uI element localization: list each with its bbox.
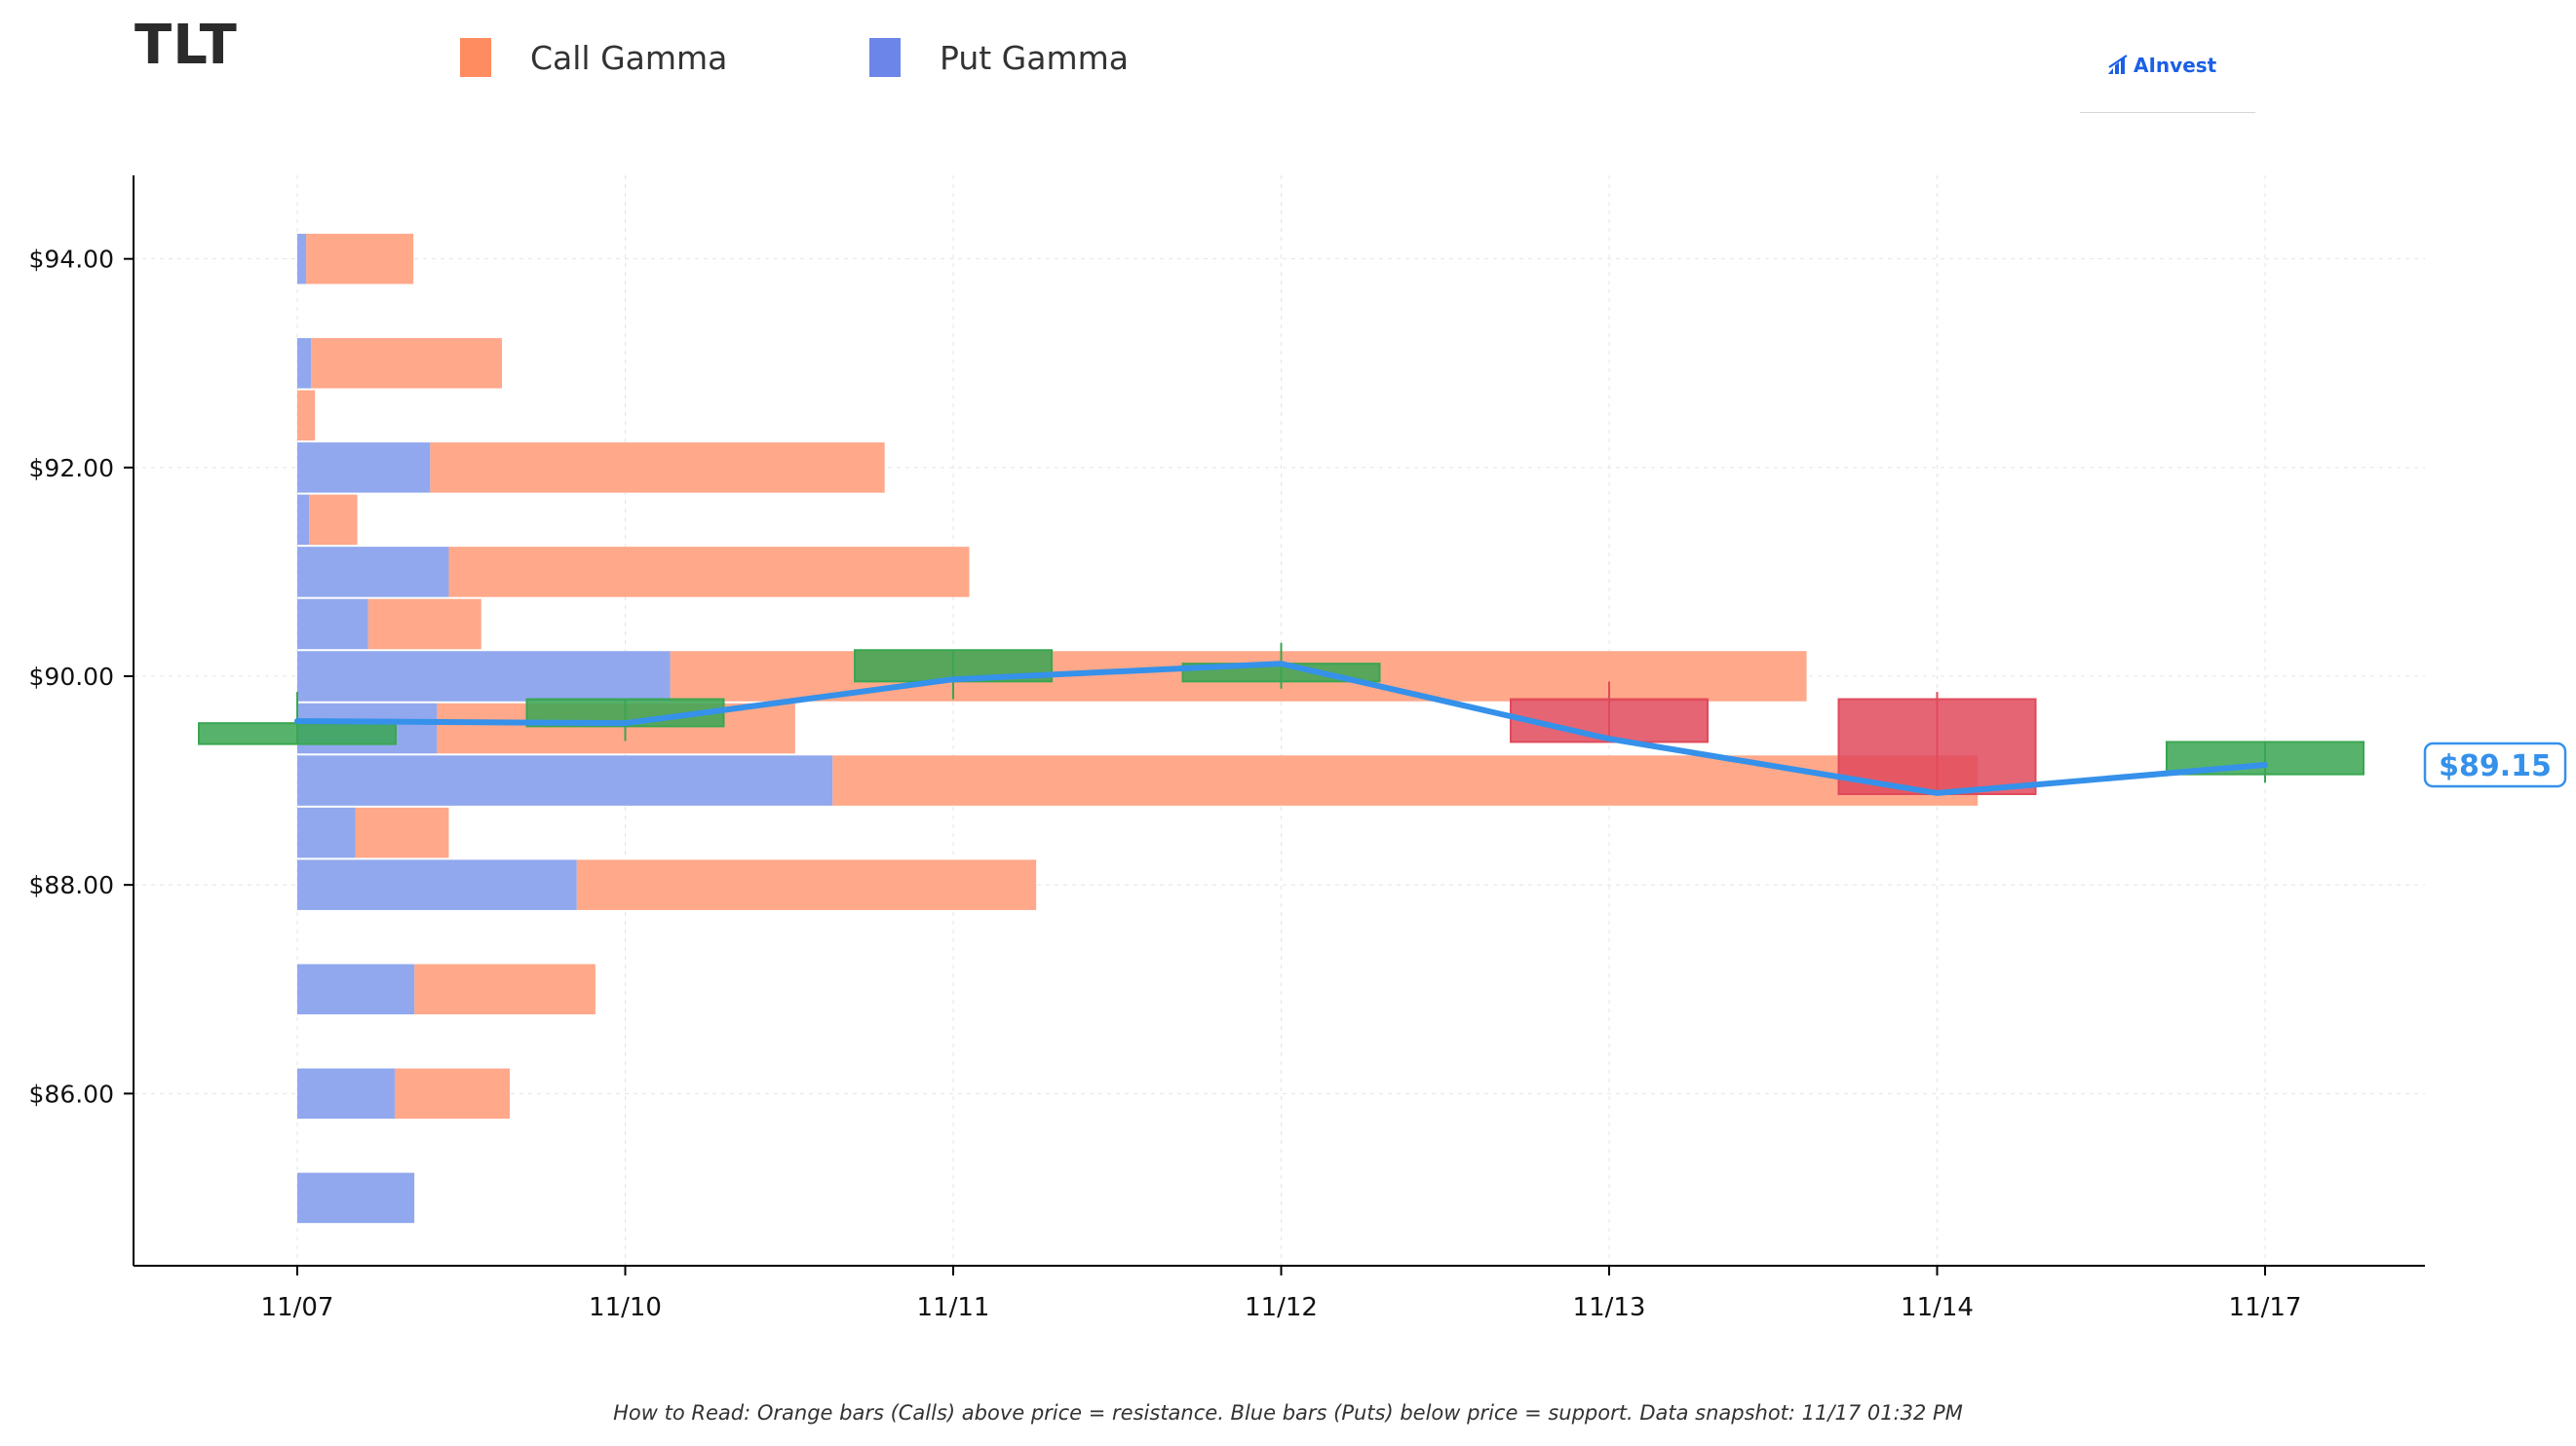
price-line-group (294, 661, 2268, 796)
legend-call-label: Call Gamma (530, 38, 728, 77)
candle-up (198, 722, 397, 745)
last-price-badge (2423, 742, 2567, 788)
call-gamma-bar (367, 598, 481, 650)
x-tick-label: 11/17 (2229, 1293, 2302, 1322)
legend-put-label: Put Gamma (940, 38, 1129, 77)
last-price-label: $89.15 (2439, 749, 2552, 783)
put-gamma-bar (297, 233, 307, 285)
y-tick-label: $92.00 (29, 454, 114, 482)
price-line (294, 661, 2268, 796)
put-gamma-bar (297, 755, 833, 806)
put-gamma-bar (297, 1068, 395, 1120)
call-gamma-bar (311, 337, 502, 389)
call-gamma-bar (309, 494, 358, 546)
call-gamma-bar (414, 964, 596, 1015)
put-gamma-bar (297, 651, 671, 702)
x-tick-label: 11/07 (261, 1293, 334, 1322)
ainvest-logo-text: AInvest (2134, 54, 2217, 77)
call-gamma-bar (448, 547, 970, 597)
call-gamma-bar (430, 442, 885, 493)
put-gamma-bar (297, 598, 368, 650)
y-tick-label: $90.00 (29, 663, 114, 691)
how-to-read-caption: How to Read: Orange bars (Calls) above p… (613, 1401, 1963, 1425)
call-gamma-bar (306, 233, 414, 285)
put-gamma-bar (297, 807, 356, 858)
legend-call-gamma: Call Gamma (460, 33, 727, 82)
call-gamma-bar (832, 755, 1979, 806)
put-gamma-bar (297, 1172, 415, 1224)
put-gamma-bar (297, 964, 415, 1015)
put-gamma-bar (297, 547, 449, 597)
call-gamma-bar (297, 390, 316, 441)
x-tick-label: 11/10 (589, 1293, 662, 1322)
gamma-bars (297, 233, 1979, 1224)
put-gamma-bar (297, 442, 431, 493)
axis-labels: $86.00 $88.00 $90.00 $92.00 $94.00 11/07 11/10… (29, 246, 2567, 1322)
y-tick-label: $86.00 (29, 1080, 114, 1108)
axes (124, 175, 2425, 1275)
logo-divider (2080, 112, 2255, 113)
legend-put-gamma: Put Gamma (869, 33, 1129, 82)
call-gamma-bar (394, 1068, 511, 1120)
legend-call-swatch (460, 38, 491, 77)
ainvest-logo: AInvest (2107, 49, 2216, 82)
x-tick-label: 11/14 (1901, 1293, 1974, 1322)
put-gamma-bar (297, 859, 577, 910)
call-gamma-bar (576, 859, 1037, 910)
put-gamma-bar (297, 337, 312, 389)
x-tick-label: 11/12 (1245, 1293, 1318, 1322)
candle-down (1510, 698, 1709, 743)
ticker-title: TLT (135, 14, 238, 77)
legend-put-swatch (869, 38, 901, 77)
candle-down (1837, 698, 2037, 795)
put-gamma-bar (297, 494, 310, 546)
x-tick-label: 11/13 (1573, 1293, 1646, 1322)
y-tick-label: $88.00 (29, 871, 114, 899)
ainvest-logo-icon (2108, 55, 2128, 74)
x-tick-label: 11/11 (917, 1293, 990, 1322)
y-tick-label: $94.00 (29, 246, 114, 274)
call-gamma-bar (355, 807, 449, 858)
